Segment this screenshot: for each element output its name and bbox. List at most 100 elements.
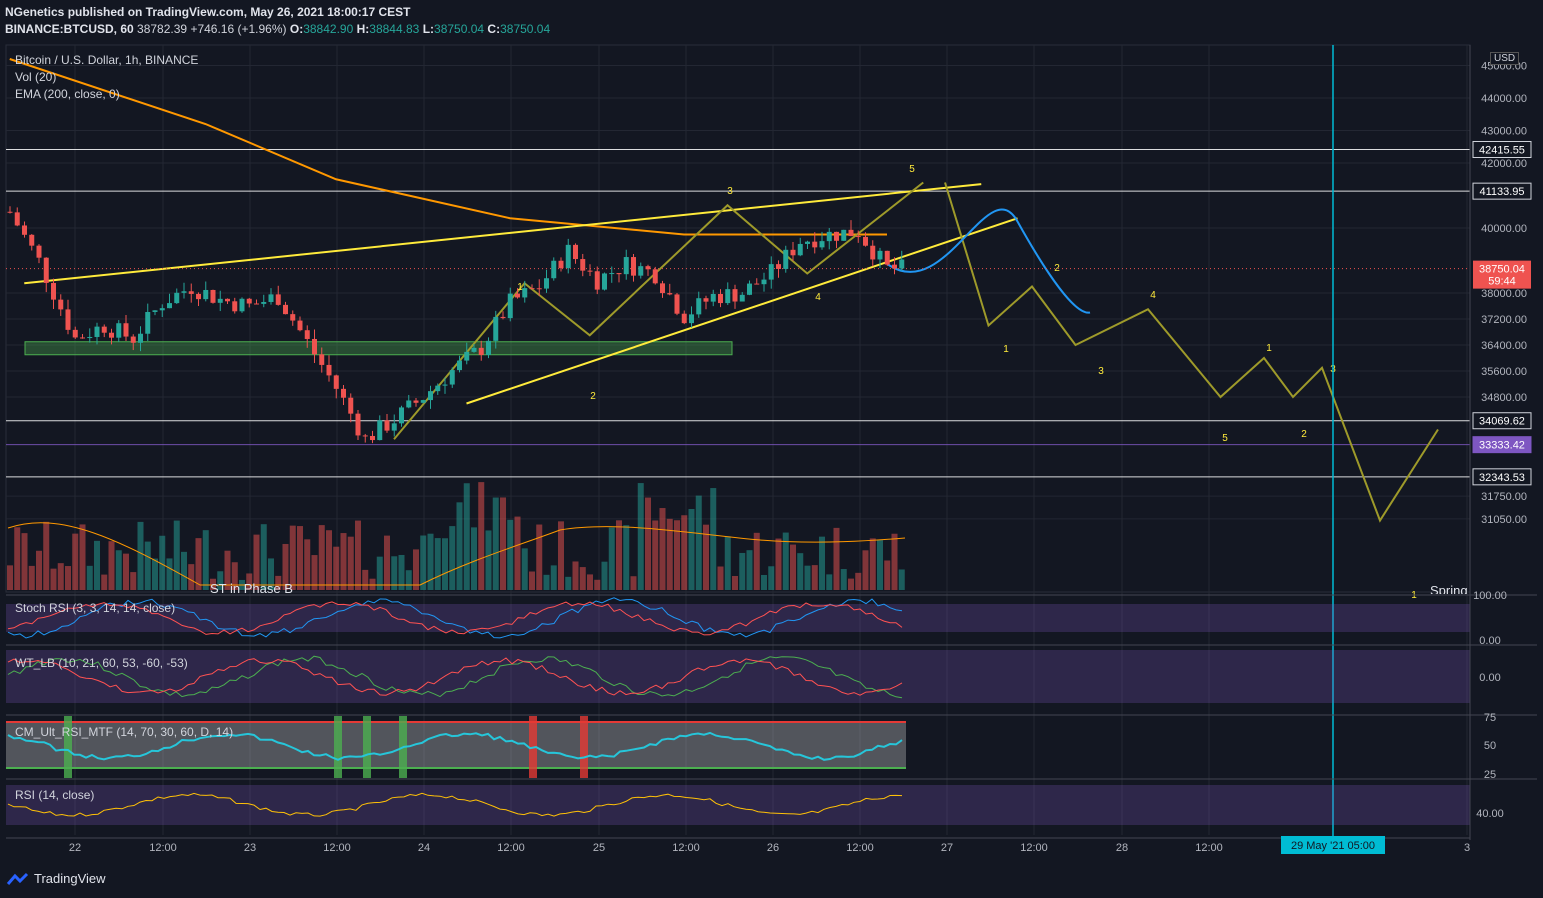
price-tick-label: 34800.00 <box>1481 392 1527 404</box>
wt2-line <box>7 657 903 696</box>
volume-bar <box>362 569 369 590</box>
candle-body <box>565 244 571 269</box>
candle-body <box>674 294 680 314</box>
volume-bar <box>246 573 253 590</box>
wave-label: 5 <box>1222 433 1228 444</box>
currency-label[interactable]: USD <box>1490 52 1520 65</box>
volume-bar <box>782 532 789 590</box>
level-label-box <box>1472 436 1532 454</box>
volume-bar <box>456 502 463 590</box>
wave-label: 4 <box>1150 290 1156 301</box>
low-value: 38750.04 <box>434 22 485 36</box>
volume-bar <box>384 535 390 590</box>
candle-body <box>848 229 854 237</box>
volume-bar <box>326 530 332 590</box>
ema-legend[interactable]: EMA (200, close, 0) <box>15 87 120 101</box>
candle-body <box>232 301 238 312</box>
tradingview-logo[interactable]: TradingView <box>6 871 106 886</box>
candle-body <box>623 257 629 275</box>
level-label-box <box>1472 412 1532 430</box>
candle-body <box>841 229 847 241</box>
last-price-label: 38750.04 <box>1479 264 1525 276</box>
candle-body <box>22 225 27 235</box>
candle-body <box>123 323 129 337</box>
volume-bar <box>717 566 724 590</box>
stoch-rsi-legend[interactable]: Stoch RSI (3, 3, 14, 14, close) <box>15 601 176 615</box>
volume-bar <box>43 521 50 590</box>
volume-bar <box>130 572 137 590</box>
close-value: 38750.04 <box>500 22 551 36</box>
spring-annotation: Spring <box>1430 583 1468 594</box>
pane-tick-label: 0.00 <box>1479 672 1500 684</box>
volume-bar <box>587 574 593 590</box>
time-tick-label: 12:00 <box>1195 842 1223 854</box>
pane-tick-label: 0.00 <box>1479 635 1500 647</box>
candle-body <box>877 250 883 260</box>
volume-bar <box>7 565 13 590</box>
volume-legend[interactable]: Vol (20) <box>15 70 57 84</box>
volume-bar <box>869 538 876 590</box>
volume-ma-line <box>7 522 906 586</box>
wave-label: 2 <box>1054 263 1060 274</box>
wt-lb-legend[interactable]: WT_LB (10, 21, 60, 53, -60, -53) <box>15 656 188 670</box>
candle-body <box>341 388 346 398</box>
volume-bar <box>173 520 180 590</box>
candle-body <box>72 329 78 338</box>
volume-bar <box>391 556 398 590</box>
candle-body <box>573 244 578 260</box>
volume-bar <box>79 524 86 590</box>
candle-body <box>826 231 832 242</box>
stoch-d-line <box>7 601 903 636</box>
volume-bar <box>848 578 854 590</box>
volume-bar <box>855 572 862 590</box>
volume-bar <box>217 571 224 590</box>
candle-body <box>355 413 361 436</box>
candle-body <box>652 269 658 284</box>
countdown-label: 59:44 <box>1488 276 1516 288</box>
volume-bar <box>898 569 905 590</box>
volume-bar <box>666 518 673 590</box>
volume-bar <box>86 565 93 590</box>
candle-body <box>529 288 535 290</box>
volume-bar <box>891 533 898 590</box>
cm-ult-rsi-legend[interactable]: CM_Ult_RSI_MTF (14, 70, 30, 60, D, 14) <box>15 725 234 739</box>
volume-bar <box>500 497 506 590</box>
volume-bar <box>681 515 688 590</box>
volume-bar <box>398 554 405 590</box>
price-tick-label: 31050.00 <box>1481 514 1527 526</box>
volume-bar <box>449 526 456 590</box>
candle-body <box>43 257 49 283</box>
volume-bar <box>36 550 42 590</box>
crosshair-time-box <box>1281 836 1385 854</box>
candle-body <box>609 273 615 275</box>
candle-body <box>101 326 107 333</box>
publisher-line: NGenetics published on TradingView.com, … <box>5 5 411 19</box>
volume-bar <box>21 533 28 590</box>
candle-body <box>254 303 259 305</box>
candle-body <box>348 397 354 414</box>
level-label: 42415.55 <box>1479 144 1525 156</box>
price-tick-label: 40000.00 <box>1481 223 1527 235</box>
price-tick-label: 31750.00 <box>1481 491 1527 503</box>
candle-body <box>377 420 383 441</box>
candle-body <box>667 293 673 295</box>
rsi-legend[interactable]: RSI (14, close) <box>15 788 95 802</box>
wave-label: 2 <box>590 391 596 402</box>
symbol-legend[interactable]: Bitcoin / U.S. Dollar, 1h, BINANCE <box>15 53 199 67</box>
wave-history <box>393 181 924 440</box>
pane-tick-label: 100.00 <box>1473 590 1507 602</box>
volume-bar <box>768 566 775 590</box>
volume-bar <box>608 527 615 590</box>
candle-body <box>616 273 622 275</box>
candle-body <box>638 266 644 276</box>
candle-body <box>493 316 499 341</box>
level-label-box <box>1472 140 1532 158</box>
price-tick-label: 43000.00 <box>1481 126 1527 138</box>
price-tick-label: 42000.00 <box>1481 158 1527 170</box>
volume-bar <box>420 535 427 590</box>
candle-body <box>660 283 665 294</box>
volume-bar <box>761 574 767 590</box>
candle-body <box>471 347 477 352</box>
time-tick-label: 27 <box>941 842 953 854</box>
